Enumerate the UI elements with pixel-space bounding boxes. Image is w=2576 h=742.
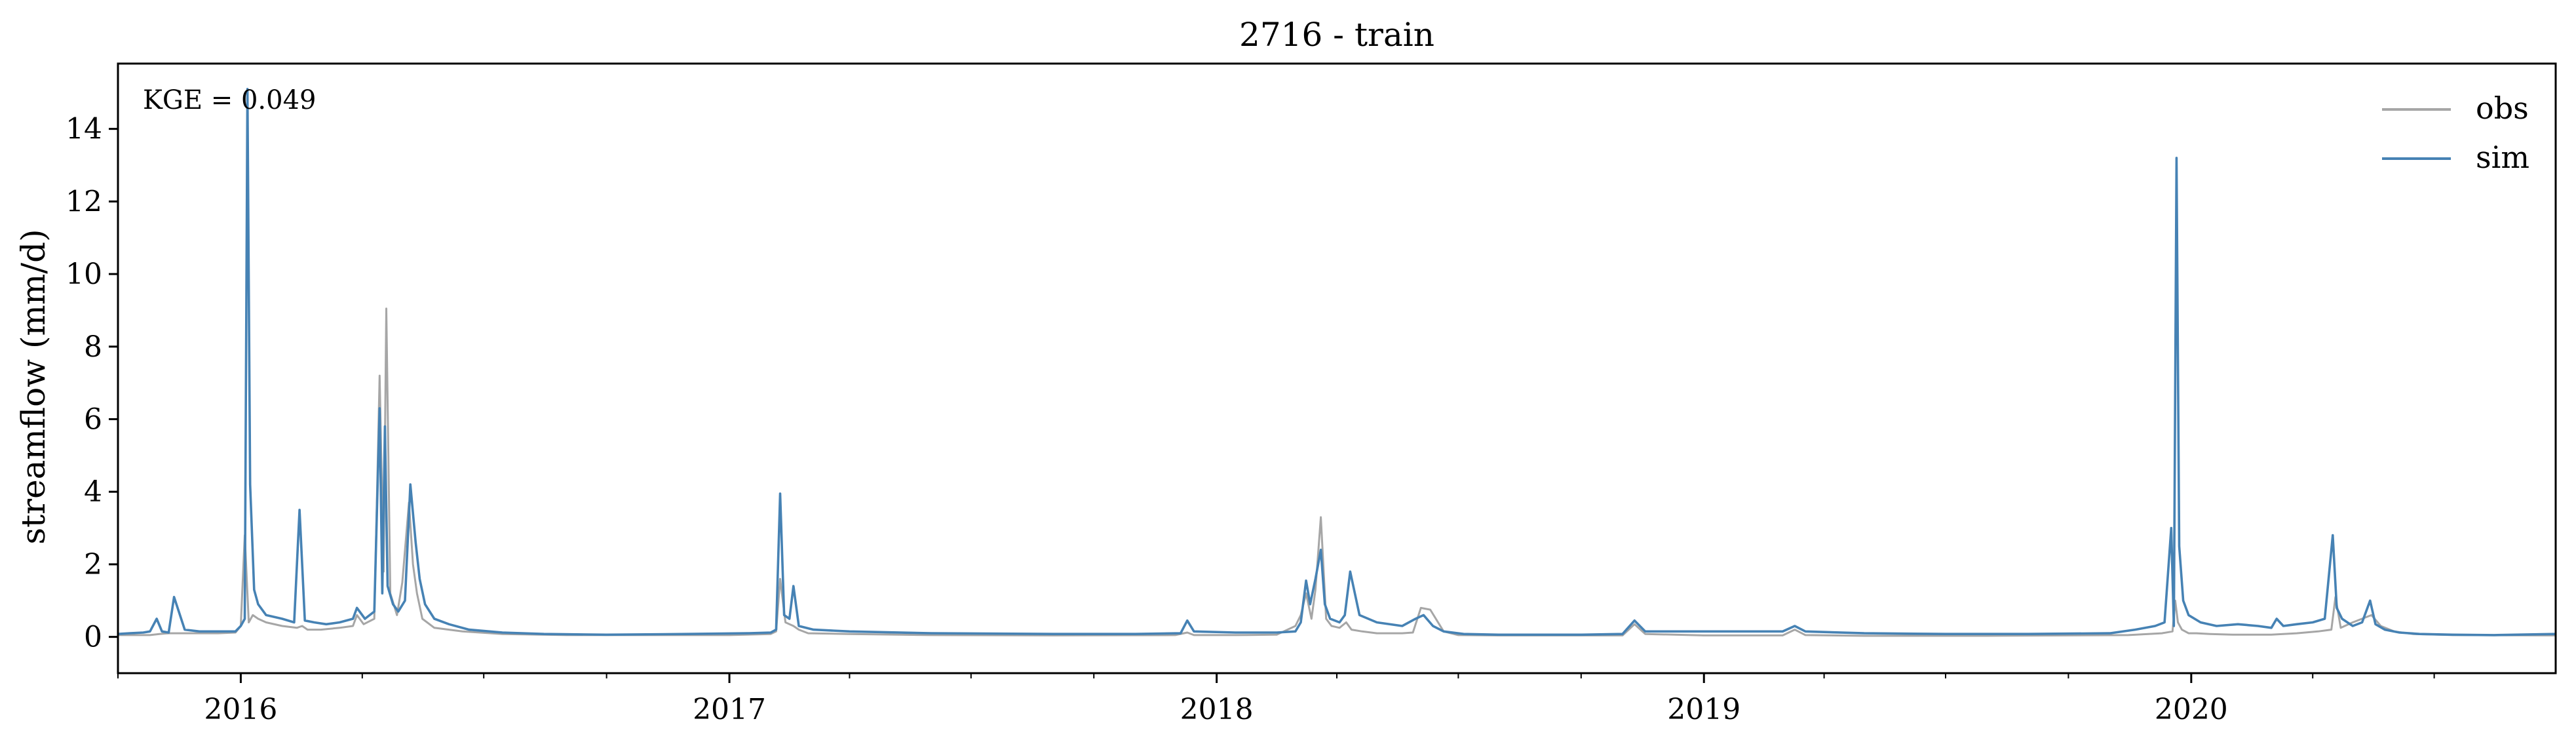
series-line-sim — [117, 88, 2556, 636]
legend-sim-label: sim — [2476, 140, 2529, 175]
x-axis: 2016 2017 2018 2019 2020 — [117, 673, 2435, 726]
x-tick-label: 2020 — [2155, 693, 2228, 726]
y-tick-label: 0 — [84, 621, 102, 654]
y-axis: 0 2 4 6 8 10 12 14 — [66, 113, 118, 654]
y-axis-label: streamflow (mm/d) — [14, 229, 52, 544]
legend-obs-label: obs — [2476, 90, 2529, 126]
x-tick-label: 2016 — [204, 693, 277, 726]
kge-annotation: KGE = 0.049 — [143, 85, 317, 115]
chart-title: 2716 - train — [1239, 16, 1434, 54]
plot-frame — [117, 62, 2557, 674]
y-tick-label: 12 — [66, 185, 102, 218]
y-tick-label: 6 — [84, 403, 102, 437]
y-tick-label: 4 — [84, 475, 102, 509]
y-tick-label: 14 — [66, 113, 102, 146]
series-layer — [117, 88, 2556, 637]
x-tick-label: 2018 — [1180, 693, 1254, 726]
y-tick-label: 10 — [66, 258, 102, 291]
y-tick-label: 8 — [84, 330, 102, 364]
series-line-obs — [118, 307, 2556, 637]
x-tick-label: 2017 — [693, 693, 766, 726]
y-tick-label: 2 — [84, 548, 102, 581]
legend: obs sim — [2382, 90, 2529, 175]
x-tick-label: 2019 — [1667, 693, 1740, 726]
plot-area — [117, 62, 2557, 674]
